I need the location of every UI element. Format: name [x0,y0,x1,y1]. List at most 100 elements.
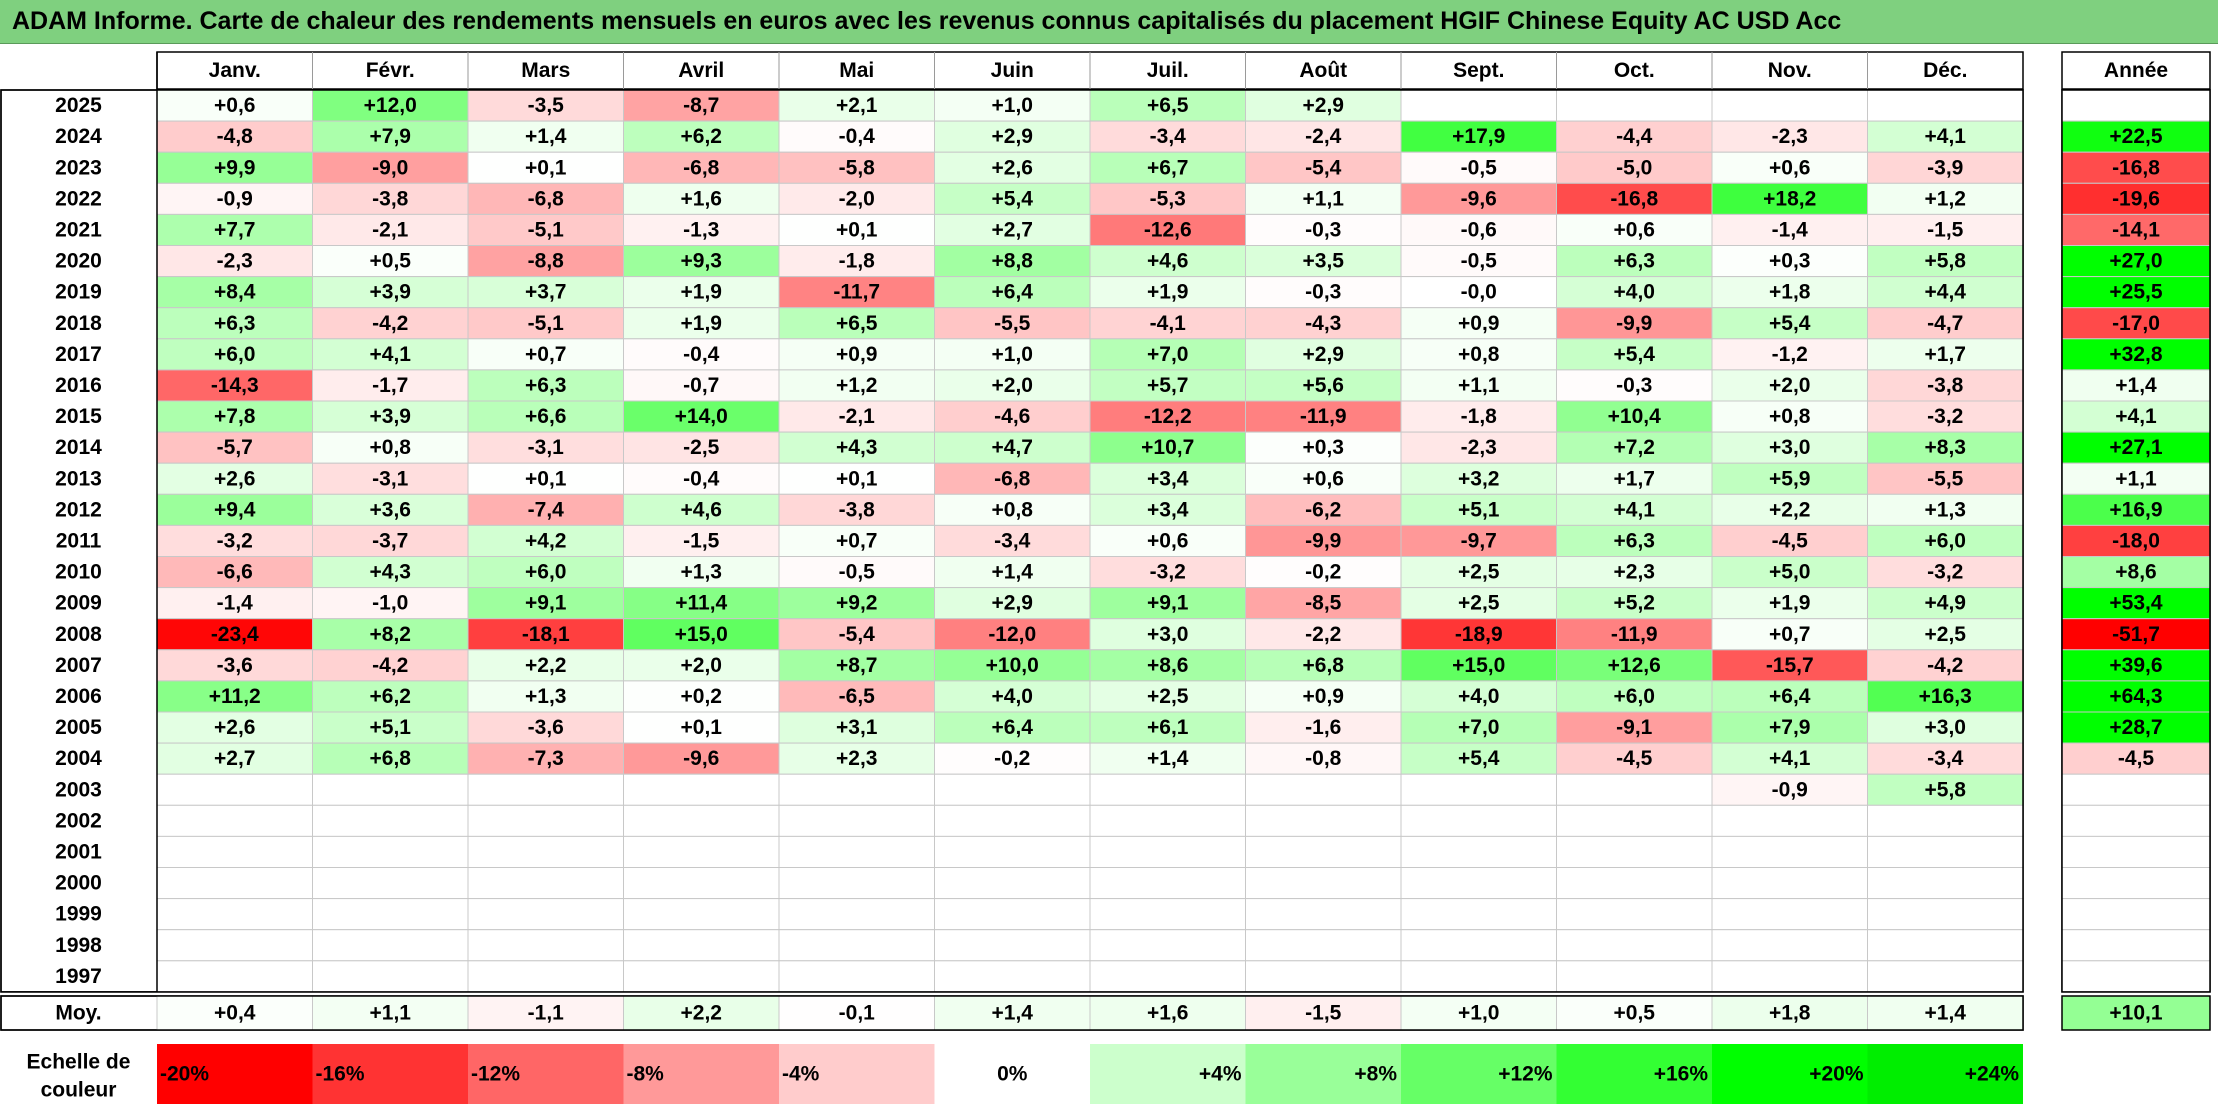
heat-cell [1556,711,1713,744]
cell-value: -6,2 [1305,498,1341,521]
cell-value: +5,8 [1925,778,1967,801]
cell-value: +2,2 [525,654,566,677]
heat-cell [467,400,624,433]
heat-cell [1556,835,1713,869]
cell-value: -4,2 [372,654,408,677]
heat-cell [312,307,469,340]
month-label-10: Nov. [1768,59,1812,82]
cell-value: -5,7 [217,436,253,459]
cell-value: +17,9 [1452,125,1505,148]
cell-value: -3,8 [372,187,409,210]
heat-cell [156,804,313,837]
heat-cell [1867,804,2024,837]
cell-value: +6,0 [214,343,255,366]
heat-cell [778,618,935,651]
annual-value: -18,0 [2112,529,2160,552]
cell-value: +0,1 [836,218,878,241]
heat-cell [1556,773,1713,806]
heat-cell [623,493,780,526]
cell-value: +3,4 [1147,467,1189,490]
cell-value: -2,0 [839,187,875,210]
heat-cell [1556,213,1713,246]
heat-cell [778,307,935,340]
heat-cell [1867,245,2024,278]
cell-value: +1,7 [1614,467,1655,490]
cell-value: +2,9 [1303,343,1344,366]
cell-value: -5,4 [1305,156,1342,179]
cell-value: +12,0 [364,94,417,117]
cell-value: -2,1 [839,405,876,428]
year-label: 1998 [55,934,102,957]
heat-cell [1400,307,1557,340]
heat-cell [1711,400,1868,433]
cell-value: -18,9 [1455,623,1503,646]
cell-value: +6,5 [836,312,878,335]
heat-cell [467,680,624,713]
cell-value: +2,9 [1303,94,1344,117]
cell-value: -0,8 [1305,747,1342,770]
heat-cell [1089,867,1246,900]
heat-cell [312,182,469,215]
heat-cell [1089,462,1246,495]
cell-value: +5,8 [1925,250,1967,273]
heat-cell [1556,307,1713,340]
heat-cell [1400,773,1557,806]
cell-value: +6,4 [992,281,1034,304]
heat-cell [1245,804,1402,837]
cell-value: +2,9 [992,592,1033,615]
heat-cell [1089,89,1246,122]
cell-value: +8,7 [836,654,877,677]
heat-cell [623,960,780,993]
heat-cell [312,804,469,837]
heat-cell [623,524,780,558]
cell-value: +1,0 [992,94,1033,117]
annual-value: -17,0 [2112,312,2160,335]
cell-value: +0,3 [1303,436,1344,459]
cell-value: -3,8 [839,498,876,521]
heat-cell [467,307,624,340]
cell-value: +6,2 [370,685,411,708]
heat-cell [1556,493,1713,526]
scale-swatch [1090,1044,1246,1104]
heat-cell [312,649,469,682]
heat-cell [1711,151,1868,184]
heat-cell [467,835,624,869]
heat-cell [1400,369,1557,402]
cell-value: +4,0 [1614,281,1655,304]
cell-value: -3,1 [528,436,565,459]
cell-value: -12,0 [988,623,1036,646]
cell-value: -4,2 [372,312,408,335]
cell-value: +1,4 [992,561,1034,584]
average-cell [1089,995,1246,1031]
heat-cell [156,742,313,775]
scale-label: -4% [782,1063,820,1086]
cell-value: +6,7 [1147,156,1188,179]
cell-value: +4,0 [992,685,1033,708]
year-label: 2005 [55,716,102,739]
cell-value: +18,2 [1763,187,1816,210]
cell-value: +0,8 [1458,343,1500,366]
heat-cell [156,680,313,713]
annual-value: +1,4 [2115,374,2157,397]
month-label-0: Janv. [209,59,261,82]
heat-cell [1245,182,1402,215]
scale-label: +12% [1498,1063,1553,1086]
cell-value: -23,4 [211,623,259,646]
cell-value: +0,7 [1769,623,1810,646]
heat-cell [1089,711,1246,744]
heat-cell [1245,120,1402,153]
heat-cell [312,742,469,775]
heat-cell [467,276,624,309]
cell-value: -0,3 [1305,218,1341,241]
cell-value: +6,6 [525,405,566,428]
scale-label: +8% [1354,1063,1397,1086]
annual-cell [2061,369,2211,402]
heat-cell [778,898,935,931]
chart-title: ADAM Informe. Carte de chaleur des rende… [12,7,1842,35]
cell-value: -11,9 [1300,405,1347,428]
heat-cell [1089,587,1246,620]
heat-cell [156,929,313,962]
cell-value: +4,9 [1925,592,1966,615]
year-label: 2002 [55,809,102,832]
table-row: 2021 +7,7 -2,1 -5,1 -1,3 +0,1 +2,7 -12,6 -0,3 -0,… [55,213,2211,246]
